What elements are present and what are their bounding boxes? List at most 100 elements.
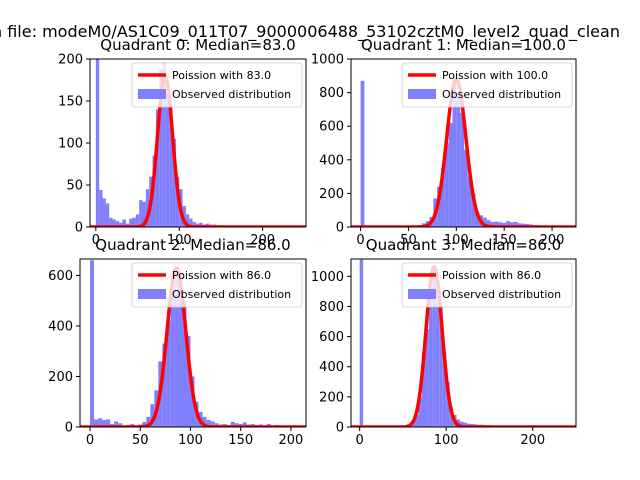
histogram-bar <box>166 320 171 427</box>
histogram-bar <box>490 221 495 227</box>
histogram-bar <box>206 419 211 427</box>
axes-frame <box>350 258 577 428</box>
axes-frame <box>350 58 577 228</box>
histogram-bar <box>234 423 239 427</box>
y-tick-label: 200 <box>48 370 73 385</box>
x-tick-label: 200 <box>250 233 275 248</box>
poisson-fit-line <box>351 77 576 227</box>
y-tick-label: 0 <box>65 421 73 436</box>
histogram-bar <box>498 222 503 227</box>
histogram-bar <box>174 275 179 427</box>
histogram-bar <box>162 62 166 227</box>
y-tick-label: 600 <box>319 330 344 345</box>
y-tick-label: 150 <box>58 95 83 110</box>
legend-fit-label: Poission with 86.0 <box>442 269 541 282</box>
y-tick-label: 1000 <box>311 270 344 285</box>
subplot-title: Quadrant 3: Median=86.0 <box>366 236 561 254</box>
subplot-title: Quadrant 1: Median=100.0 <box>361 36 566 54</box>
x-tick-label: 200 <box>520 433 545 448</box>
histogram-bar <box>119 222 123 227</box>
y-tick-label: 50 <box>66 179 83 194</box>
histogram-bar <box>142 201 146 227</box>
histogram-bar <box>106 419 111 427</box>
y-tick-label: 400 <box>48 319 73 334</box>
plot-area <box>351 75 576 227</box>
histogram-bar <box>159 69 163 227</box>
x-tick-label: 0 <box>356 433 364 448</box>
y-tick-label: 400 <box>319 360 344 375</box>
histogram-bar <box>411 422 416 427</box>
histogram-bar <box>178 272 183 427</box>
histogram-bar <box>199 222 203 227</box>
x-tick-label: 50 <box>400 233 417 248</box>
legend-fit-label: Poission with 83.0 <box>172 69 271 82</box>
histogram-bar <box>460 421 464 427</box>
histogram-bar <box>415 414 419 427</box>
y-tick-label: 800 <box>319 86 344 101</box>
histogram-bar <box>186 336 191 427</box>
histogram-bar <box>471 193 476 227</box>
histogram-bar <box>145 189 150 227</box>
histogram-bar <box>112 219 116 227</box>
histogram-bar <box>129 218 133 227</box>
histogram-bar <box>162 343 167 427</box>
legend-hist-swatch <box>408 89 436 99</box>
x-tick-label: 100 <box>178 433 203 448</box>
histogram-bar <box>483 217 487 227</box>
histogram-bar <box>115 221 120 227</box>
histogram-bar <box>214 423 219 427</box>
subplot-grid: 0 100 200 0 50 100 150 200 Quadrant 0: Median=83… <box>48 36 577 448</box>
legend-box <box>401 62 573 108</box>
y-tick-label: 600 <box>48 269 73 284</box>
plot-area <box>80 260 306 427</box>
histogram-bar <box>142 421 147 427</box>
legend: Poission with 86.0 Observed distribution <box>401 262 573 308</box>
histogram-bar <box>169 107 173 227</box>
histogram-bar <box>132 217 136 227</box>
x-tick-label: 0 <box>92 233 100 248</box>
histogram-bar <box>105 203 110 227</box>
subplot-2: 0 50 100 150 200 0 200 400 600 Quadrant 2: Median… <box>48 236 307 448</box>
legend-hist-swatch <box>138 89 166 99</box>
subplot-title: Quadrant 2: Median=86.0 <box>95 236 290 254</box>
legend-hist-label: Observed distribution <box>172 88 291 101</box>
x-tick-label: 200 <box>540 233 565 248</box>
axes-frame <box>79 258 307 428</box>
histogram-bar <box>435 282 440 427</box>
histogram-bar <box>122 219 126 227</box>
histogram-bar <box>152 155 156 227</box>
histogram-bar <box>509 222 514 227</box>
histogram-bar <box>102 419 107 427</box>
legend: Poission with 83.0 Observed distribution <box>131 62 303 108</box>
histogram-bar <box>185 214 190 227</box>
histogram-bar <box>463 149 468 227</box>
figure-suptitle: n file: modeM0/AS1C09_011T07_9000006488_… <box>0 22 620 42</box>
legend-hist-swatch <box>408 289 436 299</box>
legend-hist-label: Observed distribution <box>442 288 561 301</box>
histogram-bar <box>118 423 123 427</box>
histogram-bar <box>448 122 453 227</box>
x-tick-label: 0 <box>356 233 364 248</box>
legend-box <box>131 262 303 308</box>
legend-box <box>131 62 303 108</box>
histogram-bar <box>463 422 467 427</box>
x-tick-label: 150 <box>228 433 253 448</box>
legend-box <box>401 262 573 308</box>
histogram-bar <box>165 92 170 227</box>
histogram-bar <box>150 404 155 427</box>
histogram-bar <box>102 198 106 227</box>
y-tick-label: 200 <box>319 187 344 202</box>
y-tick-label: 800 <box>319 300 344 315</box>
histogram-bar <box>172 138 176 227</box>
y-tick-label: 400 <box>319 153 344 168</box>
histogram-bar <box>439 306 443 427</box>
histogram-bar <box>242 422 247 427</box>
histogram-bar <box>513 221 518 227</box>
subplot-title: Quadrant 0: Median=83.0 <box>100 36 295 54</box>
poisson-fit-line <box>80 266 306 427</box>
y-tick-label: 200 <box>58 53 83 68</box>
histogram-bar <box>155 109 160 227</box>
histogram-bar <box>109 217 113 227</box>
y-tick-label: 100 <box>58 137 83 152</box>
